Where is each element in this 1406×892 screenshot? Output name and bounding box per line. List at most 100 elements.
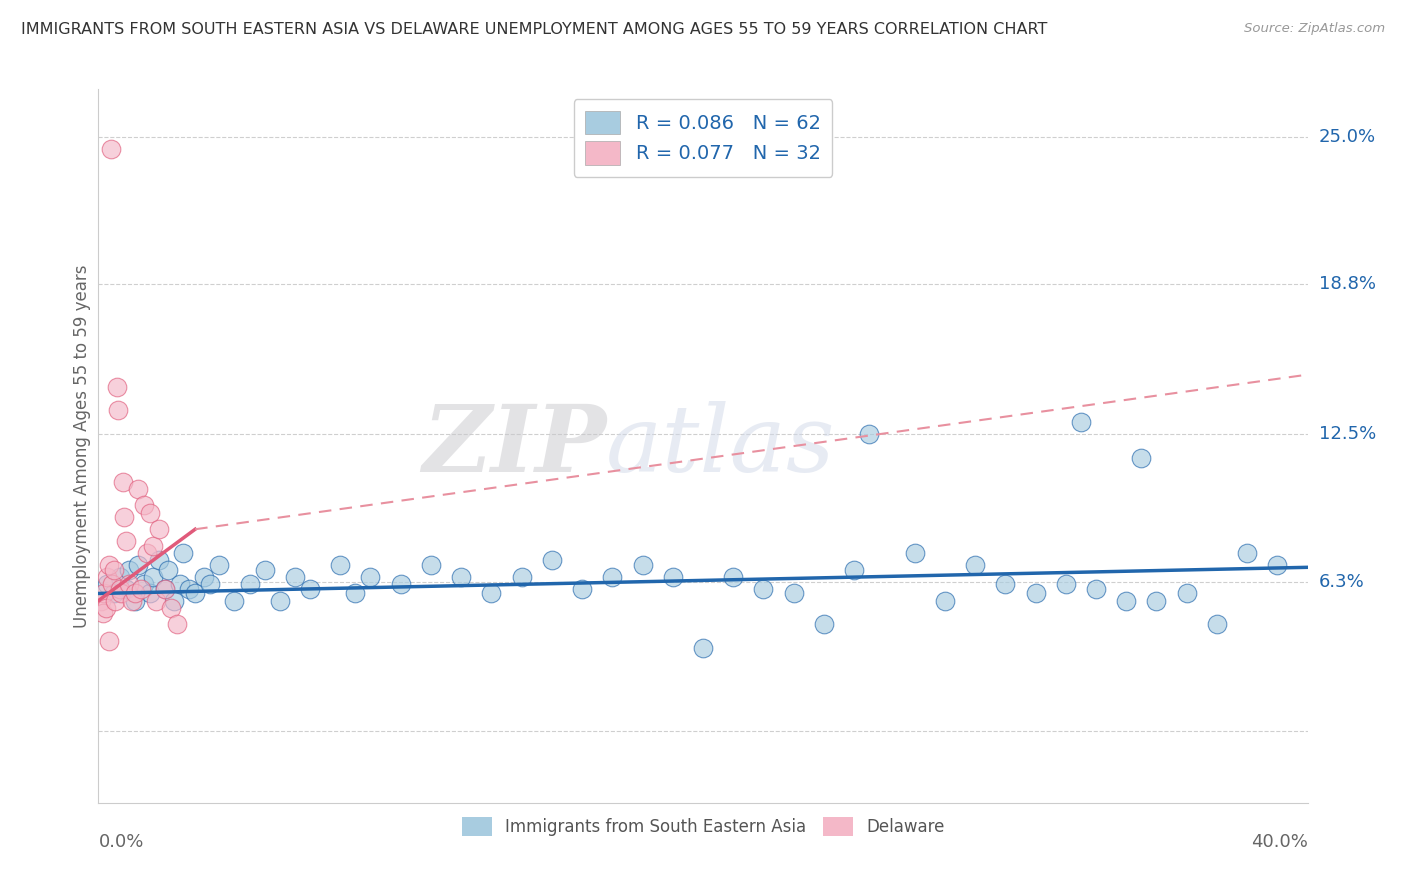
Legend: Immigrants from South Eastern Asia, Delaware: Immigrants from South Eastern Asia, Dela… <box>453 808 953 845</box>
Point <box>1175 586 1198 600</box>
Point <box>723 570 745 584</box>
Point <box>121 593 143 607</box>
Point <box>160 600 183 615</box>
Point <box>118 563 141 577</box>
Point <box>148 522 170 536</box>
Point <box>142 539 165 553</box>
Point <box>752 582 775 596</box>
Point <box>184 586 207 600</box>
Point <box>110 586 132 600</box>
Point <box>200 577 222 591</box>
Point <box>142 570 165 584</box>
Point <box>329 558 352 572</box>
Point <box>253 563 276 577</box>
Point <box>153 582 176 596</box>
Point <box>139 586 162 600</box>
Point <box>299 582 322 596</box>
Text: IMMIGRANTS FROM SOUTH EASTERN ASIA VS DELAWARE UNEMPLOYMENT AMONG AGES 55 TO 59 : IMMIGRANTS FROM SOUTH EASTERN ASIA VS DE… <box>21 22 1047 37</box>
Point <box>1054 577 1077 591</box>
Point <box>858 427 880 442</box>
Y-axis label: Unemployment Among Ages 55 to 59 years: Unemployment Among Ages 55 to 59 years <box>73 264 91 628</box>
Point <box>93 586 115 600</box>
Point <box>540 553 562 567</box>
Point <box>179 582 201 596</box>
Point <box>1206 617 1229 632</box>
Point <box>994 577 1017 591</box>
Point <box>98 558 121 572</box>
Point <box>148 553 170 567</box>
Point <box>98 634 121 648</box>
Point <box>127 558 149 572</box>
Point <box>450 570 472 584</box>
Point <box>139 506 162 520</box>
Text: atlas: atlas <box>606 401 835 491</box>
Point <box>145 593 167 607</box>
Point <box>114 582 136 596</box>
Point <box>96 577 118 591</box>
Text: 0.0%: 0.0% <box>98 833 143 851</box>
Point <box>127 482 149 496</box>
Point <box>153 582 176 596</box>
Point <box>193 570 215 584</box>
Point <box>602 570 624 584</box>
Point <box>91 606 114 620</box>
Point <box>163 593 186 607</box>
Point <box>934 593 956 607</box>
Text: Source: ZipAtlas.com: Source: ZipAtlas.com <box>1244 22 1385 36</box>
Point <box>904 546 927 560</box>
Point <box>132 577 155 591</box>
Text: 6.3%: 6.3% <box>1319 573 1364 591</box>
Point <box>1267 558 1289 572</box>
Point <box>1146 593 1168 607</box>
Point <box>269 593 291 607</box>
Point <box>344 586 367 600</box>
Point <box>107 403 129 417</box>
Point <box>510 570 533 584</box>
Point <box>389 577 412 591</box>
Point <box>166 617 188 632</box>
Point <box>1115 593 1137 607</box>
Point <box>118 577 141 591</box>
Point <box>420 558 443 572</box>
Point <box>631 558 654 572</box>
Point <box>1024 586 1046 600</box>
Point <box>481 586 503 600</box>
Point <box>156 563 179 577</box>
Text: 18.8%: 18.8% <box>1319 276 1375 293</box>
Point <box>208 558 231 572</box>
Text: 12.5%: 12.5% <box>1319 425 1376 443</box>
Point <box>1070 415 1092 429</box>
Point <box>132 499 155 513</box>
Point <box>90 593 112 607</box>
Point <box>103 563 125 577</box>
Point <box>114 534 136 549</box>
Point <box>360 570 382 584</box>
Point <box>103 586 125 600</box>
Point <box>104 593 127 607</box>
Point <box>94 600 117 615</box>
Point <box>661 570 683 584</box>
Point <box>108 570 131 584</box>
Point <box>96 570 118 584</box>
Point <box>783 586 806 600</box>
Point <box>124 586 146 600</box>
Point <box>224 593 246 607</box>
Point <box>813 617 835 632</box>
Point <box>1236 546 1258 560</box>
Text: ZIP: ZIP <box>422 401 606 491</box>
Point <box>1130 450 1153 465</box>
Point <box>124 593 146 607</box>
Point <box>129 582 152 596</box>
Point <box>112 510 135 524</box>
Text: 25.0%: 25.0% <box>1319 128 1376 145</box>
Point <box>692 641 714 656</box>
Point <box>844 563 866 577</box>
Point <box>172 546 194 560</box>
Point <box>101 577 124 591</box>
Point <box>169 577 191 591</box>
Text: 40.0%: 40.0% <box>1251 833 1308 851</box>
Point <box>1085 582 1108 596</box>
Point <box>135 546 157 560</box>
Point <box>105 379 128 393</box>
Point <box>284 570 307 584</box>
